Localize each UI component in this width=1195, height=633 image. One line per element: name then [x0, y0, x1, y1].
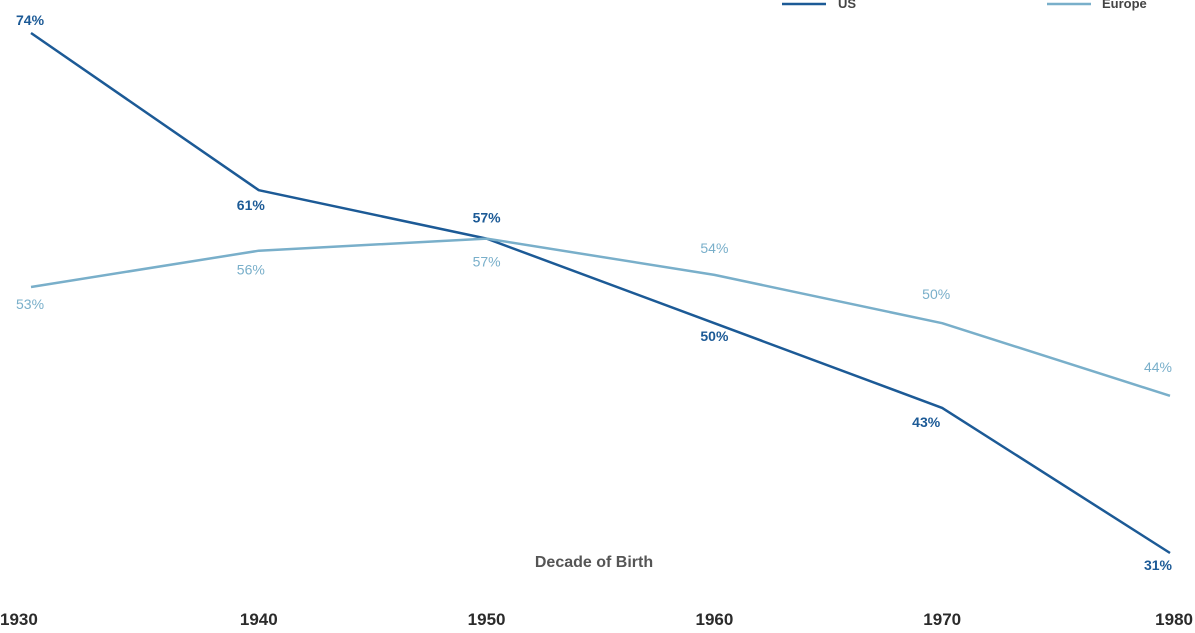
series-line-europe	[30, 237, 1171, 397]
data-label-us-1980: 31%	[1144, 557, 1173, 573]
data-label-us-1950: 57%	[473, 210, 502, 226]
series-line-us	[30, 31, 1171, 555]
legend-item-us: US	[782, 0, 856, 11]
legend-label-europe: Europe	[1102, 0, 1147, 11]
data-label-europe-1980: 44%	[1144, 359, 1172, 375]
data-label-europe-1950: 57%	[473, 254, 501, 270]
legend: US Europe	[782, 0, 1147, 11]
x-tick-label-1950: 1950	[468, 610, 506, 628]
data-label-europe-1960: 54%	[700, 240, 728, 256]
series-lines	[30, 31, 1171, 555]
x-tick-label-1960: 1960	[695, 610, 733, 628]
x-tick-label-1940: 1940	[240, 610, 278, 628]
data-label-us-1940: 61%	[237, 197, 266, 213]
x-tick-label-1980: 1980	[1155, 610, 1193, 628]
data-labels: 74% 61% 57% 50% 43% 31% 53% 56% 57% 54% 50% 44%	[16, 12, 1173, 573]
data-label-europe-1930: 53%	[16, 296, 44, 312]
legend-label-us: US	[838, 0, 856, 11]
x-tick-label-1970: 1970	[923, 610, 961, 628]
data-label-europe-1940: 56%	[237, 262, 265, 278]
x-axis-title: Decade of Birth	[535, 554, 653, 571]
data-label-europe-1970: 50%	[922, 286, 950, 302]
x-tick-label-1930: 1930	[0, 610, 38, 628]
data-label-us-1930: 74%	[16, 12, 45, 28]
x-axis: Decade of Birth 1930 1940 1950 1960 1970 1980	[0, 554, 1193, 629]
legend-item-europe: Europe	[1047, 0, 1147, 11]
data-label-us-1960: 50%	[700, 328, 729, 344]
data-label-us-1970: 43%	[912, 414, 941, 430]
